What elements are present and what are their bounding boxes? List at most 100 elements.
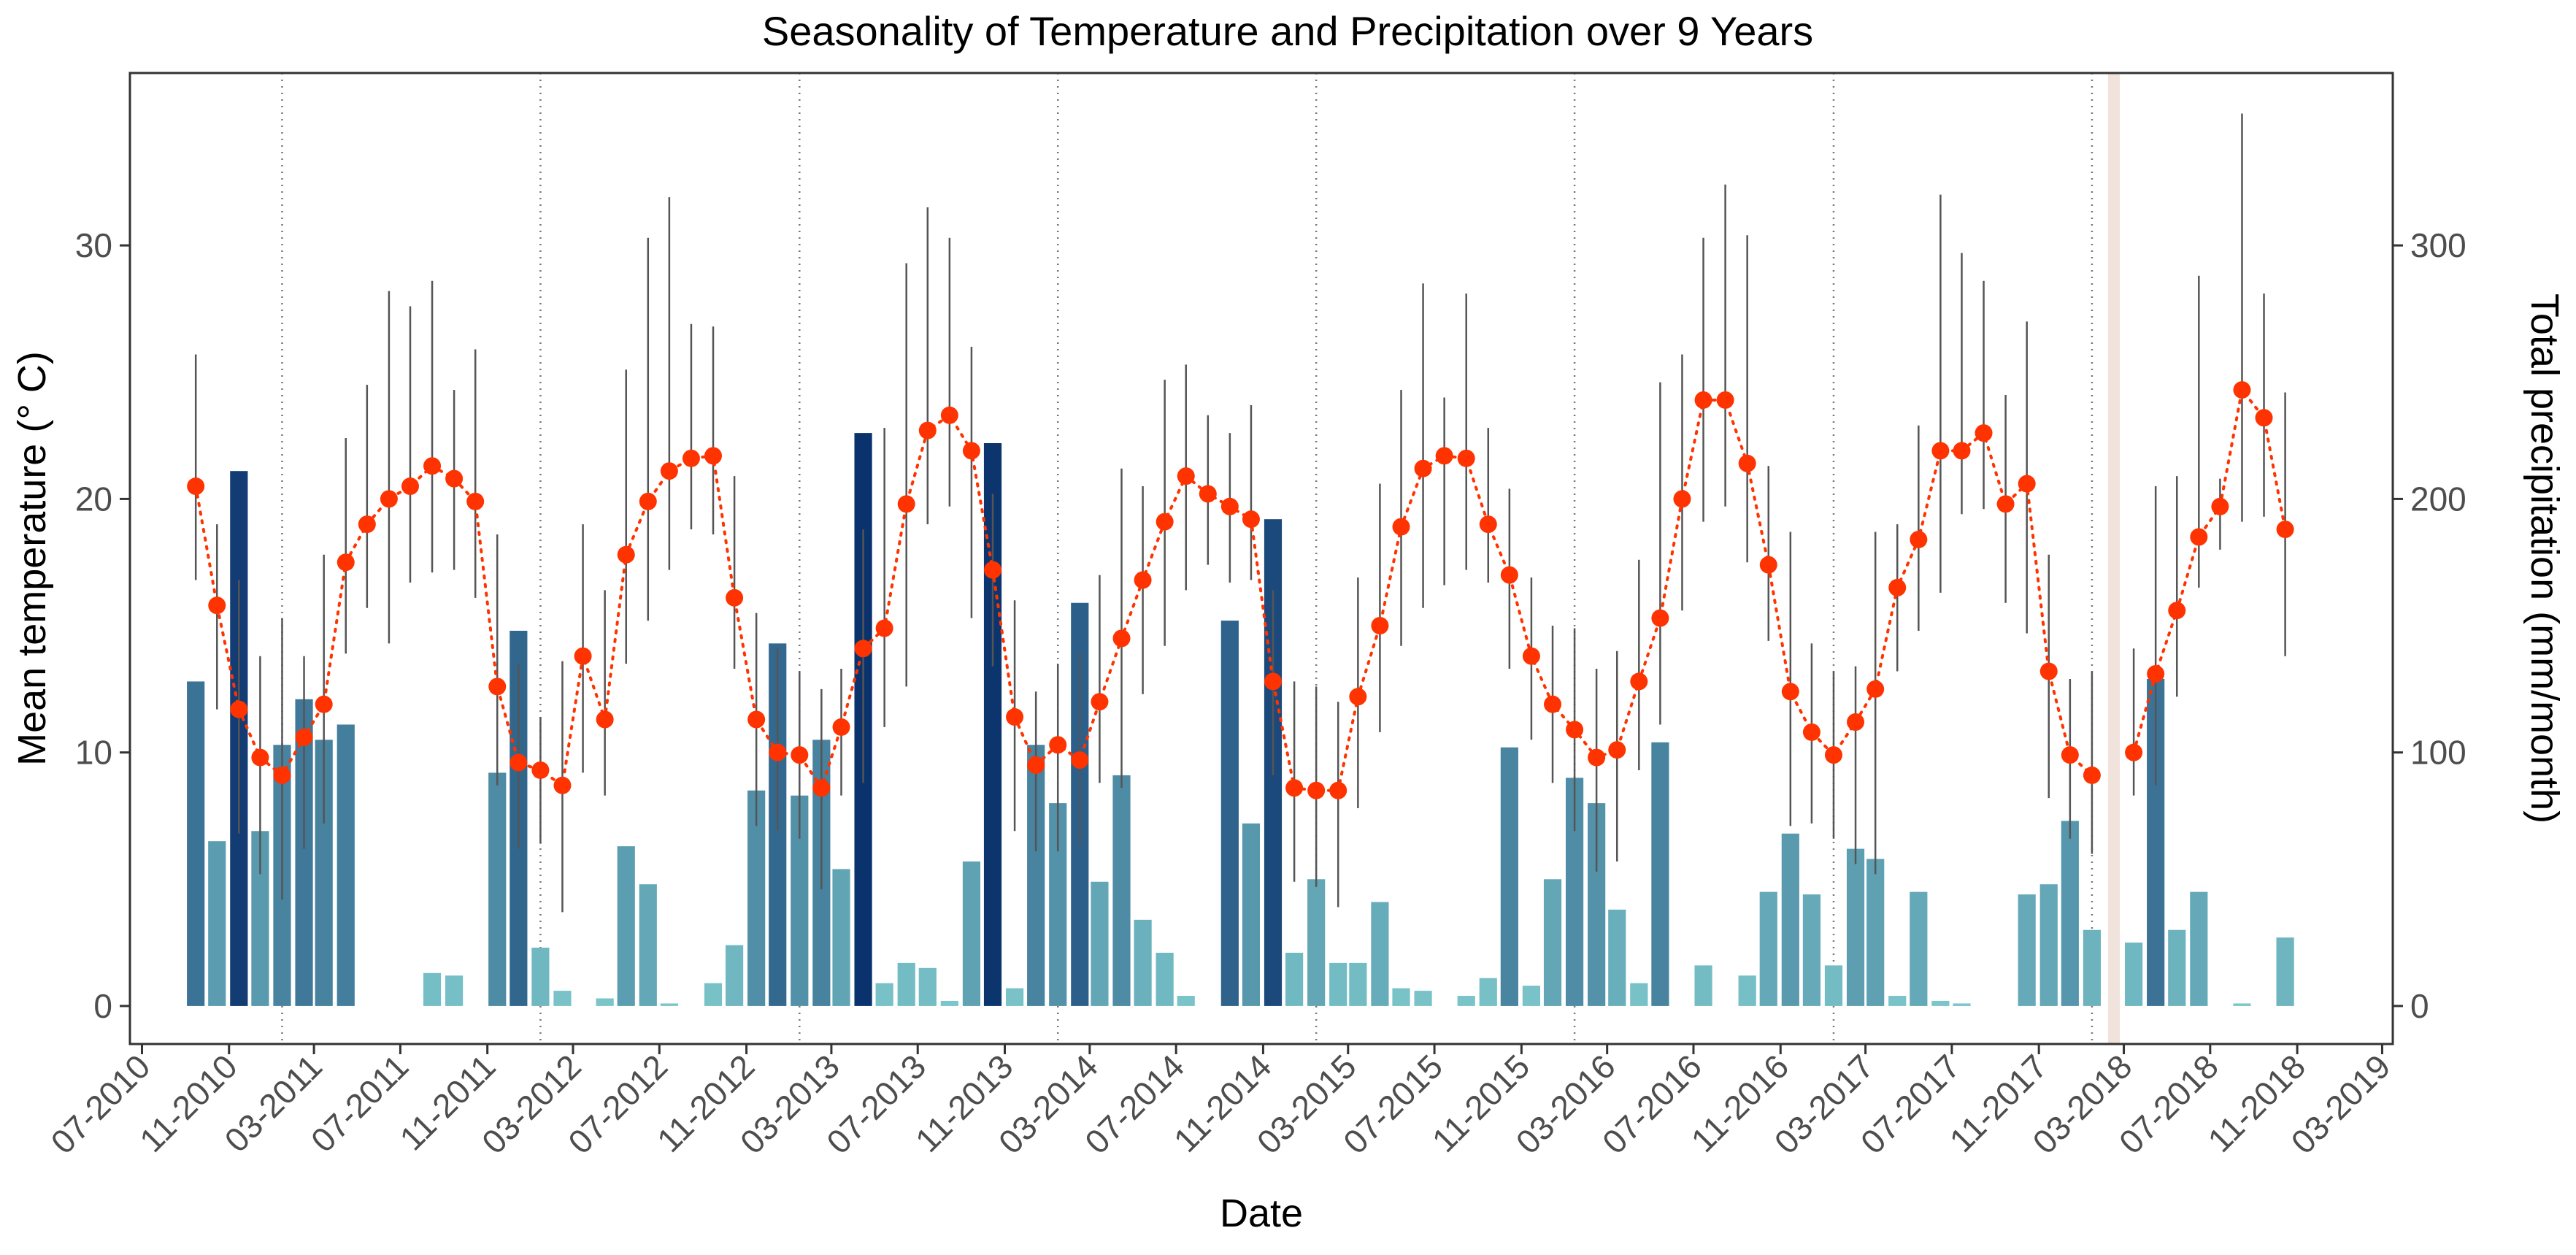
y-axis-right-title: Total precipitation (mm/month) bbox=[2523, 293, 2567, 824]
temperature-point bbox=[1630, 672, 1648, 691]
temperature-point bbox=[617, 545, 635, 564]
temperature-point bbox=[1888, 578, 1907, 596]
precipitation-bar bbox=[2039, 884, 2058, 1006]
precipitation-bar bbox=[704, 983, 723, 1006]
precipitation-bar bbox=[1392, 988, 1410, 1006]
temperature-point bbox=[466, 492, 485, 510]
precipitation-bar bbox=[875, 983, 893, 1006]
precipitation-bar bbox=[639, 884, 657, 1006]
temperature-point bbox=[1522, 647, 1540, 665]
temperature-point bbox=[1802, 723, 1820, 741]
temperature-point bbox=[358, 515, 376, 534]
temperature-point bbox=[2039, 662, 2058, 680]
precipitation-bar bbox=[1931, 1000, 1950, 1006]
temperature-point bbox=[187, 477, 205, 496]
precipitation-bar bbox=[1694, 965, 1712, 1006]
precipitation-bar bbox=[1630, 983, 1648, 1006]
precipitation-bar bbox=[1112, 775, 1131, 1006]
precipitation-bar bbox=[187, 681, 205, 1006]
y-right-tick-label: 200 bbox=[2410, 480, 2467, 518]
precipitation-bar bbox=[962, 861, 981, 1006]
temperature-point bbox=[1329, 781, 1347, 799]
temperature-point bbox=[769, 743, 787, 761]
precipitation-bar bbox=[1307, 879, 1326, 1006]
temperature-point bbox=[596, 710, 614, 729]
temperature-point bbox=[2125, 743, 2143, 761]
precipitation-bar bbox=[725, 945, 744, 1006]
precipitation-bar bbox=[1608, 909, 1626, 1006]
precipitation-bar bbox=[337, 724, 355, 1006]
temperature-point bbox=[1847, 713, 1865, 731]
temperature-point bbox=[1781, 683, 1799, 701]
precipitation-bar bbox=[2276, 937, 2294, 1006]
temperature-point bbox=[962, 442, 980, 460]
y-left-tick-label: 10 bbox=[75, 734, 112, 772]
temperature-point bbox=[1156, 513, 1174, 531]
temperature-point bbox=[1651, 609, 1669, 627]
temperature-point bbox=[273, 766, 291, 784]
precipitation-bar bbox=[2233, 1003, 2251, 1006]
precipitation-bar bbox=[1781, 833, 1799, 1006]
temperature-point bbox=[1392, 518, 1410, 536]
precipitation-bar bbox=[1349, 962, 1367, 1006]
precipitation-bar bbox=[1846, 848, 1865, 1006]
precipitation-bar bbox=[747, 790, 766, 1006]
temperature-point bbox=[1975, 424, 1993, 442]
temperature-point bbox=[1544, 695, 1562, 713]
temperature-point bbox=[791, 746, 809, 764]
precipitation-bar bbox=[1005, 988, 1024, 1006]
temperature-point bbox=[832, 718, 850, 736]
precipitation-bar bbox=[1866, 859, 1885, 1006]
temperature-error-bars-group bbox=[194, 113, 2286, 913]
temperature-point bbox=[337, 553, 355, 572]
temperature-point bbox=[1349, 688, 1367, 706]
precipitation-bar bbox=[208, 841, 226, 1006]
precipitation-bar bbox=[488, 772, 507, 1006]
precipitation-bar bbox=[1910, 891, 1928, 1006]
temperature-point bbox=[1457, 449, 1475, 467]
temperature-point bbox=[940, 406, 958, 424]
temperature-point bbox=[1588, 748, 1606, 767]
precipitation-bar bbox=[1543, 879, 1562, 1006]
precipitation-bar bbox=[918, 967, 937, 1006]
temperature-point bbox=[488, 678, 507, 696]
temperature-point bbox=[1673, 490, 1691, 508]
precipitation-bar bbox=[1953, 1003, 1971, 1006]
precipitation-bar bbox=[531, 948, 550, 1006]
precipitation-bar bbox=[2083, 929, 2101, 1006]
precipitation-bar bbox=[1500, 747, 1518, 1006]
highlight-band bbox=[2107, 73, 2121, 1044]
temperature-points-group bbox=[187, 381, 2294, 799]
precipitation-bar bbox=[1371, 902, 1389, 1006]
temperature-point bbox=[445, 469, 464, 488]
precipitation-bar bbox=[1134, 919, 1152, 1006]
temperature-point bbox=[1371, 617, 1389, 635]
precipitation-bar bbox=[1802, 894, 1821, 1006]
temperature-point bbox=[984, 561, 1002, 579]
y-axis-left-title: Mean temperature (° C) bbox=[10, 351, 54, 766]
precipitation-bar bbox=[1457, 996, 1475, 1006]
precipitation-bar bbox=[553, 991, 572, 1006]
x-axis-title: Date bbox=[1220, 1191, 1303, 1235]
temperature-point bbox=[1910, 530, 1928, 548]
temperature-point bbox=[2276, 521, 2294, 539]
temperature-point bbox=[854, 640, 872, 658]
precipitation-bar bbox=[1242, 823, 1261, 1006]
temperature-point bbox=[2147, 665, 2165, 683]
temperature-point bbox=[1199, 485, 1217, 503]
temperature-point bbox=[1242, 510, 1260, 529]
precipitation-bar bbox=[660, 1003, 678, 1006]
precipitation-bar bbox=[897, 962, 915, 1006]
y-right-tick-label: 0 bbox=[2410, 987, 2429, 1025]
temperature-point bbox=[812, 779, 831, 797]
precipitation-bar bbox=[1220, 621, 1239, 1006]
temperature-point bbox=[1264, 672, 1282, 691]
temperature-point bbox=[1608, 741, 1626, 759]
temperature-point bbox=[1049, 736, 1067, 754]
y-right-tick-label: 100 bbox=[2410, 734, 2467, 772]
temperature-point bbox=[2211, 497, 2229, 515]
precipitation-bar bbox=[940, 1000, 958, 1006]
